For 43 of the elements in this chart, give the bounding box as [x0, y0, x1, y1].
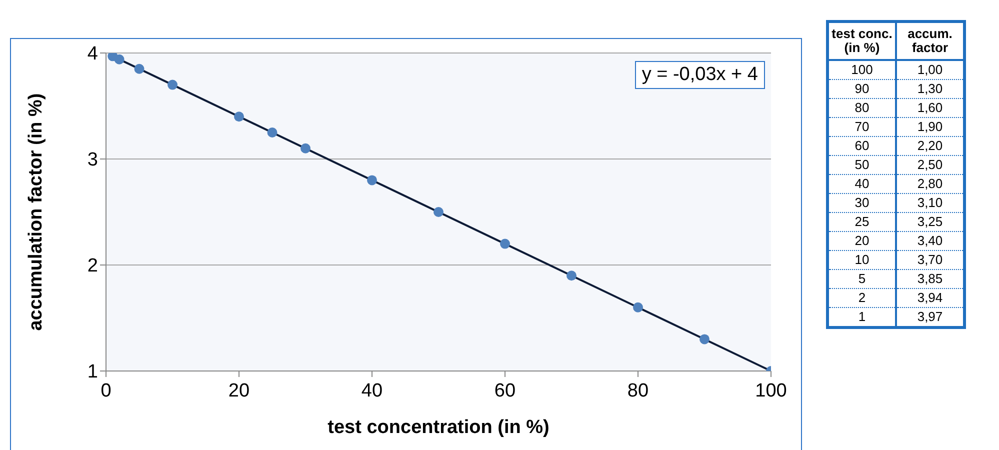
x-tick-label: 40 — [361, 380, 383, 402]
category-label: 1 — [828, 308, 896, 328]
x-axis-title: test concentration (in %) — [328, 417, 550, 438]
y-tick-label: 2 — [87, 256, 98, 277]
text: 3,70 — [896, 250, 964, 270]
category-label: 30 — [828, 194, 896, 212]
text: 1,90 — [896, 118, 964, 136]
category-label: 10 — [828, 250, 896, 270]
text: accum. factor — [896, 22, 964, 60]
text: 3,94 — [896, 288, 964, 308]
y-tick-label: 3 — [87, 150, 98, 171]
x-tick-label: 80 — [627, 380, 649, 402]
x-tick-label: 60 — [494, 380, 516, 402]
text: 2,50 — [896, 156, 964, 174]
text: 3,85 — [896, 270, 964, 288]
y-tick-label: 1 — [87, 362, 98, 383]
text: 3,25 — [896, 212, 964, 232]
category-label: 60 — [828, 136, 896, 156]
category-label: 40 — [828, 174, 896, 194]
annotation: y = -0,03x + 4 — [634, 61, 765, 89]
x-tick-label: 0 — [100, 380, 112, 402]
text: 2,20 — [896, 136, 964, 156]
category-label: 20 — [828, 232, 896, 250]
category-label: 50 — [828, 156, 896, 174]
text: 1,00 — [896, 60, 964, 80]
category-label: 70 — [828, 118, 896, 136]
text: 2,80 — [896, 174, 964, 194]
category-label: 90 — [828, 80, 896, 98]
text: test conc. (in %) — [828, 22, 896, 60]
category-label: 5 — [828, 270, 896, 288]
y-tick-label: 4 — [87, 44, 98, 65]
y-axis-title: accumulation factor (in %) — [26, 93, 47, 331]
x-tick-label: 100 — [755, 380, 787, 402]
text: 3,10 — [896, 194, 964, 212]
category-label: 25 — [828, 212, 896, 232]
text: 3,40 — [896, 232, 964, 250]
category-label: 80 — [828, 98, 896, 118]
text: 1,30 — [896, 80, 964, 98]
text: 3,97 — [896, 308, 964, 328]
category-label: 100 — [828, 60, 896, 80]
x-tick-label: 20 — [228, 380, 250, 402]
text: 1,60 — [896, 98, 964, 118]
category-label: 2 — [828, 288, 896, 308]
